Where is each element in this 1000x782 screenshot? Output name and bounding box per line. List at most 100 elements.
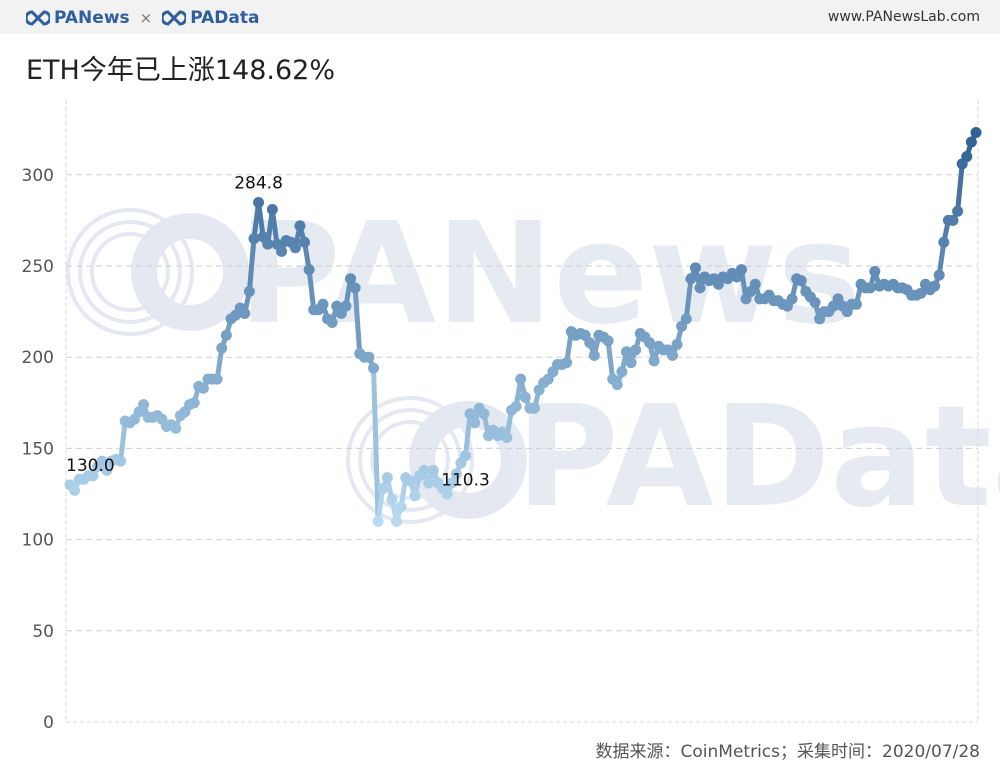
watermark-padata: PAData [516,376,1000,539]
y-tick-label: 250 [22,257,54,277]
data-label: 284.8 [234,174,283,194]
data-point [961,151,973,163]
brand-separator: × [139,9,153,27]
data-point [469,417,481,429]
line-segment [306,267,317,313]
data-point [188,397,200,409]
data-point [689,262,701,274]
data-point [345,273,357,285]
data-point [616,366,628,378]
line-segment [269,206,280,247]
line-segment [118,418,128,464]
data-point [386,493,398,505]
date-label: ；采集时间： [780,742,883,762]
data-point [864,282,876,294]
data-point [786,293,798,305]
data-point [648,355,660,367]
y-tick-label: 200 [22,348,54,368]
line-segment [371,365,381,524]
data-point [262,238,274,250]
source-name: CoinMetrics [680,742,781,762]
data-point [952,205,964,217]
data-point [317,298,329,310]
data-point [115,455,127,467]
collection-date: 2020/07/28 [882,742,980,762]
brand-logo: PANews × PAData [26,7,259,29]
data-point [216,342,228,354]
data-point [625,357,637,369]
data-point [266,203,278,215]
data-point [404,475,416,487]
data-point [197,382,209,394]
data-point [501,431,513,443]
data-point [96,455,108,467]
data-point [427,464,439,476]
data-point [602,335,614,347]
line-segment [683,276,694,322]
data-point [381,472,393,484]
watermark-logo-1 [66,208,249,336]
data-point [561,357,573,369]
data-point [239,307,251,319]
data-point [938,236,950,248]
data-point [809,296,821,308]
y-tick-label: 100 [22,531,54,551]
y-tick-label: 150 [22,439,54,459]
line-segment [246,236,257,295]
data-point [441,488,453,500]
data-point [970,126,982,138]
data-point [170,422,182,434]
data-point [680,313,692,325]
data-point [643,337,655,349]
data-point [584,337,596,349]
data-point [915,287,927,299]
data-point [450,468,462,480]
data-point [69,484,81,496]
data-point [735,264,747,276]
line-segment [936,239,947,278]
data-point [299,236,311,248]
data-point [515,373,527,385]
data-point [671,338,683,350]
website-link[interactable]: www.PANewsLab.com [827,9,980,25]
data-label: 130.0 [66,456,115,476]
panews-logo-icon [26,10,50,26]
data-point [588,349,600,361]
data-point [101,464,113,476]
data-point [294,220,306,232]
data-point [423,477,435,489]
source-note: 数据来源：CoinMetrics；采集时间：2020/07/28 [596,737,980,762]
data-point [478,408,490,420]
source-label: 数据来源： [595,742,681,762]
line-segment [256,200,266,240]
brand-panews: PANews [54,8,130,28]
data-point [685,273,697,285]
data-point [929,280,941,292]
data-labels: 130.0 284.8 110.3 323.2 [66,0,1000,491]
y-tick-label: 50 [32,622,54,642]
data-point [620,346,632,358]
data-point [694,282,706,294]
data-point [368,362,380,374]
data-point [253,197,265,209]
data-point [303,264,315,276]
y-tick-label: 300 [22,166,54,186]
header-bar: PANews × PAData www.PANewsLab.com [0,0,1000,34]
line-segment [375,486,386,524]
watermark-layer: PANews PAData [66,193,1000,539]
data-point [749,278,761,290]
line-segment [955,161,965,214]
data-point [340,300,352,312]
data-point [795,275,807,287]
y-axis-ticks: 0 50 100 150 200 250 300 [22,166,54,733]
data-point [933,269,945,281]
data-point [220,329,232,341]
y-tick-label: 0 [43,713,54,733]
data-point [850,298,862,310]
data-point [409,490,421,502]
data-point [391,515,403,527]
data-point [464,408,476,420]
data-point [211,373,223,385]
data-point [947,214,959,226]
data-point [418,464,430,476]
